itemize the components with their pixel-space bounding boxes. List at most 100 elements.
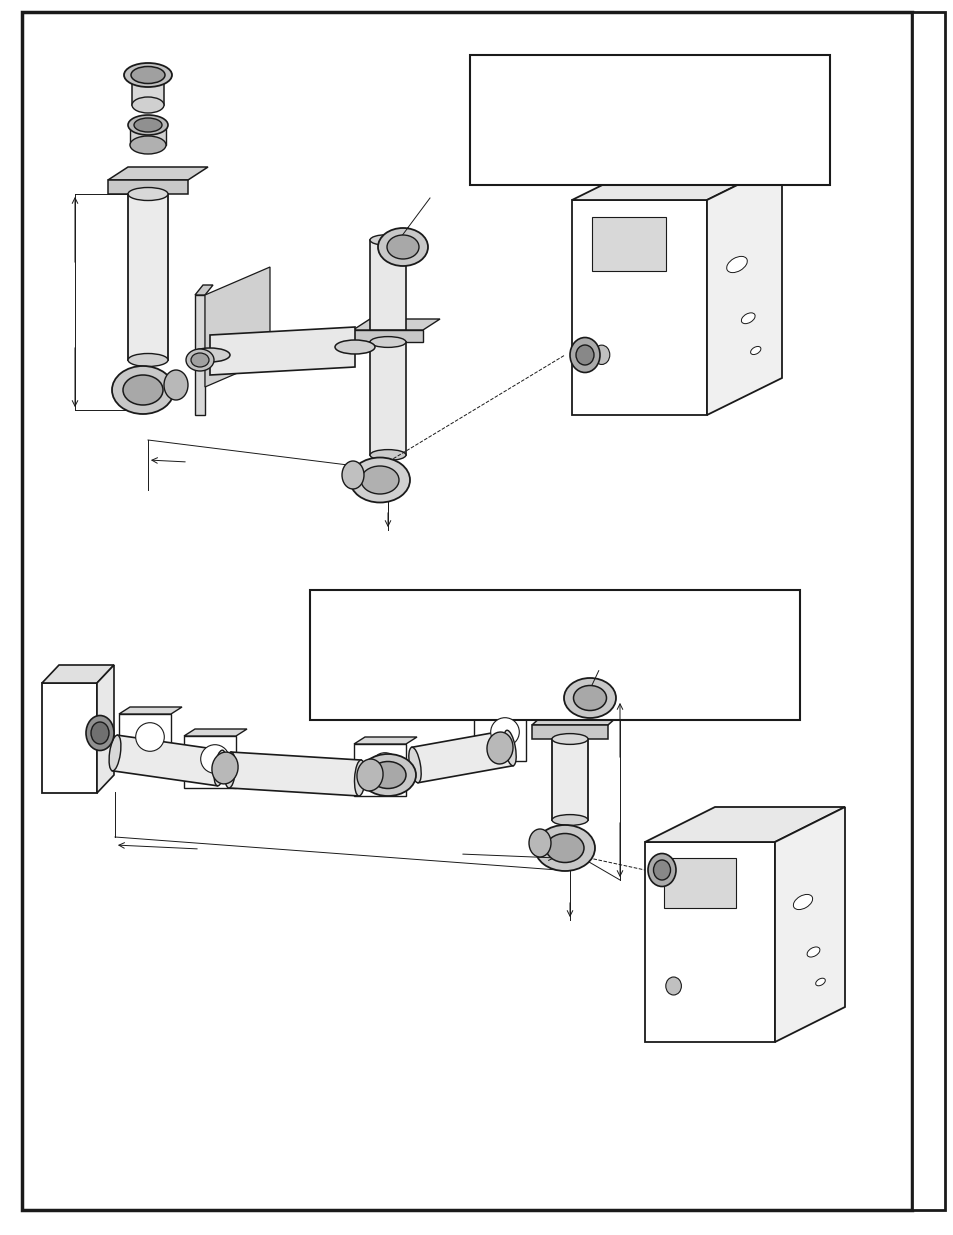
Polygon shape <box>354 743 406 797</box>
Ellipse shape <box>86 715 113 751</box>
Ellipse shape <box>164 370 188 400</box>
Ellipse shape <box>370 450 406 461</box>
Ellipse shape <box>128 353 168 367</box>
Ellipse shape <box>377 228 428 266</box>
Ellipse shape <box>370 235 406 246</box>
Ellipse shape <box>750 347 760 354</box>
Polygon shape <box>194 285 213 295</box>
Ellipse shape <box>224 752 235 788</box>
Ellipse shape <box>133 119 162 132</box>
Polygon shape <box>128 194 168 359</box>
Polygon shape <box>774 806 844 1042</box>
Ellipse shape <box>593 345 609 364</box>
Ellipse shape <box>200 745 229 773</box>
Ellipse shape <box>793 894 812 909</box>
Polygon shape <box>644 842 774 1042</box>
Ellipse shape <box>341 461 364 489</box>
Ellipse shape <box>569 337 599 373</box>
Bar <box>310 590 800 720</box>
Ellipse shape <box>726 257 746 273</box>
Polygon shape <box>532 706 627 725</box>
Polygon shape <box>112 735 222 785</box>
Ellipse shape <box>124 63 172 86</box>
Ellipse shape <box>653 860 670 881</box>
Polygon shape <box>572 200 706 415</box>
Ellipse shape <box>350 457 410 503</box>
Polygon shape <box>194 295 205 415</box>
Polygon shape <box>474 701 537 709</box>
Polygon shape <box>552 739 587 820</box>
Polygon shape <box>184 729 247 736</box>
Ellipse shape <box>387 235 418 259</box>
Ellipse shape <box>409 747 420 783</box>
Polygon shape <box>353 330 422 342</box>
Polygon shape <box>592 217 666 270</box>
Ellipse shape <box>213 750 226 785</box>
Ellipse shape <box>190 348 230 362</box>
Polygon shape <box>205 267 270 387</box>
Polygon shape <box>210 327 355 375</box>
Ellipse shape <box>186 350 213 370</box>
Ellipse shape <box>535 825 595 871</box>
Ellipse shape <box>132 98 164 112</box>
Ellipse shape <box>355 760 365 797</box>
Polygon shape <box>119 714 171 766</box>
Ellipse shape <box>552 815 587 825</box>
Polygon shape <box>42 664 113 683</box>
Polygon shape <box>119 706 182 714</box>
Ellipse shape <box>360 466 398 494</box>
Ellipse shape <box>128 115 168 135</box>
Ellipse shape <box>371 752 399 782</box>
Polygon shape <box>108 167 208 180</box>
Polygon shape <box>706 163 781 415</box>
Polygon shape <box>97 664 113 793</box>
Polygon shape <box>370 342 406 454</box>
Ellipse shape <box>130 136 166 154</box>
Ellipse shape <box>128 188 168 200</box>
Ellipse shape <box>135 722 164 751</box>
Ellipse shape <box>112 366 173 414</box>
Polygon shape <box>354 737 416 743</box>
Ellipse shape <box>552 734 587 745</box>
Polygon shape <box>353 319 439 330</box>
Ellipse shape <box>490 718 518 746</box>
Ellipse shape <box>191 353 209 367</box>
Polygon shape <box>664 858 735 908</box>
Ellipse shape <box>370 337 406 347</box>
Ellipse shape <box>576 345 594 366</box>
Polygon shape <box>184 736 235 788</box>
Ellipse shape <box>131 67 165 84</box>
Ellipse shape <box>91 722 109 743</box>
Polygon shape <box>412 730 513 783</box>
Polygon shape <box>370 240 406 330</box>
Ellipse shape <box>109 735 121 771</box>
Ellipse shape <box>740 312 755 324</box>
Polygon shape <box>132 75 164 105</box>
Ellipse shape <box>503 730 516 766</box>
Ellipse shape <box>359 755 416 797</box>
Ellipse shape <box>815 978 824 986</box>
Polygon shape <box>42 683 97 793</box>
Ellipse shape <box>545 834 583 862</box>
Ellipse shape <box>529 829 551 857</box>
Ellipse shape <box>665 977 680 995</box>
Ellipse shape <box>212 752 238 784</box>
Ellipse shape <box>123 375 163 405</box>
Polygon shape <box>229 752 361 797</box>
Ellipse shape <box>486 732 513 764</box>
Polygon shape <box>532 725 607 739</box>
Polygon shape <box>644 806 844 842</box>
Polygon shape <box>130 125 166 144</box>
Ellipse shape <box>563 678 616 718</box>
Ellipse shape <box>806 947 819 957</box>
Ellipse shape <box>335 340 375 354</box>
Ellipse shape <box>356 760 383 790</box>
Polygon shape <box>108 180 188 194</box>
Polygon shape <box>572 163 781 200</box>
Ellipse shape <box>573 685 606 710</box>
Ellipse shape <box>647 853 676 887</box>
Ellipse shape <box>370 762 406 788</box>
Polygon shape <box>474 709 525 761</box>
Bar <box>470 56 829 185</box>
Bar <box>911 12 944 1210</box>
